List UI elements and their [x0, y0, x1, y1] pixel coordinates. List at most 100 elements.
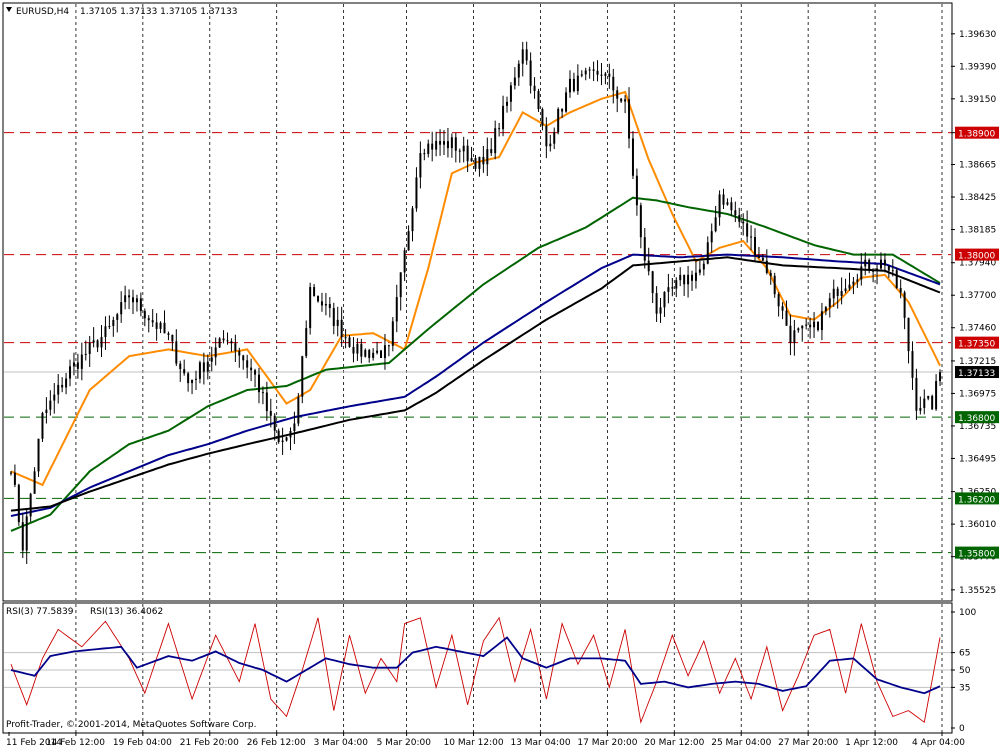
time-tick-label: 20 Mar 12:00: [644, 738, 704, 748]
candle-body: [820, 311, 823, 331]
candle-body: [935, 381, 938, 410]
candle-body: [549, 143, 552, 147]
candle-body: [179, 363, 182, 370]
candle-body: [72, 362, 75, 367]
time-tick-label: 5 Mar 20:00: [377, 738, 432, 748]
candle-body: [415, 177, 418, 209]
candle-body: [399, 272, 402, 298]
level-tag-label: 1.35800: [958, 550, 995, 560]
candle-body: [600, 74, 603, 76]
candle-body: [9, 472, 12, 474]
candle-body: [561, 108, 564, 112]
candle-body: [61, 384, 64, 388]
candle-body: [671, 287, 674, 289]
candle-body: [891, 270, 894, 272]
candle-body: [33, 471, 36, 494]
candle-body: [124, 295, 127, 303]
candle-body: [836, 288, 839, 296]
candle-body: [498, 128, 501, 130]
candle-body: [419, 153, 422, 178]
price-tick-label: 1.37700: [959, 291, 996, 301]
candle-body: [470, 158, 473, 162]
candle-body: [443, 141, 446, 145]
candle-body: [100, 337, 103, 348]
candle-body: [797, 328, 800, 331]
candle-body: [675, 280, 678, 289]
candle-body: [521, 49, 524, 64]
candle-body: [805, 324, 808, 326]
candle-body: [423, 153, 426, 155]
candle-body: [261, 392, 264, 394]
candle-body: [781, 306, 784, 311]
candle-body: [108, 326, 111, 328]
candle-body: [765, 260, 768, 273]
candle-body: [553, 132, 556, 144]
candle-body: [502, 105, 505, 130]
horizontal-levels: [4, 132, 951, 554]
candle-body: [659, 307, 662, 314]
candle-body: [431, 143, 434, 150]
candle-body: [37, 438, 40, 472]
candle-body: [191, 379, 194, 384]
rsi-label-slow: RSI(13) 36.4062: [90, 607, 163, 617]
candle-body: [348, 337, 351, 347]
candle-body: [439, 140, 442, 145]
moving-average-line: [10, 256, 941, 512]
candle-body: [305, 328, 308, 357]
candle-body: [482, 156, 485, 165]
candle-body: [454, 137, 457, 151]
candle-body: [450, 137, 453, 149]
candle-body: [572, 78, 575, 92]
candle-body: [80, 354, 83, 369]
candle-body: [683, 274, 686, 285]
dropdown-arrow-icon[interactable]: [6, 7, 12, 12]
time-tick-label: 10 Mar 12:00: [444, 738, 504, 748]
candle-body: [702, 263, 705, 270]
time-tick-label: 14 Feb 12:00: [46, 738, 105, 748]
candle-body: [49, 400, 52, 410]
rsi-panel: 100 65 50 35 0: [4, 608, 976, 734]
candle-body: [474, 158, 477, 169]
candle-body: [769, 272, 772, 276]
candle-body: [793, 330, 796, 343]
candle-body: [584, 70, 587, 75]
candle-body: [505, 101, 508, 106]
candle-body: [163, 322, 166, 334]
candle-body: [754, 236, 757, 256]
candle-body: [466, 145, 469, 162]
candle-body: [285, 437, 288, 441]
rsi-panel-border: [2, 602, 953, 734]
candle-body: [277, 430, 280, 443]
price-tick-label: 1.36735: [959, 422, 996, 432]
candle-body: [852, 281, 855, 285]
candle-body: [198, 362, 201, 379]
candle-body: [580, 74, 583, 76]
candle-body: [612, 76, 615, 91]
candle-body: [391, 321, 394, 346]
price-tick-label: 1.37460: [959, 324, 996, 334]
candle-body: [639, 205, 642, 238]
rsi-tick-label: 0: [959, 724, 965, 734]
candle-body: [718, 194, 721, 218]
candle-body: [478, 156, 481, 169]
candle-body: [872, 270, 875, 272]
candle-body: [340, 319, 343, 338]
candle-body: [435, 140, 438, 150]
candle-body: [868, 259, 871, 271]
candle-body: [214, 347, 217, 358]
time-tick-label: 11 Feb 2014: [6, 738, 62, 748]
candle-body: [29, 493, 32, 517]
candle-body: [183, 369, 186, 374]
ohlc-label: 1.37105 1.37133 1.37105 1.37133: [80, 7, 237, 17]
candle-body: [171, 334, 174, 342]
candle-body: [860, 266, 863, 280]
level-tag: [955, 248, 999, 261]
candle-body: [541, 109, 544, 126]
time-tick-label: 3 Mar 04:00: [314, 738, 369, 748]
candle-body: [53, 394, 56, 401]
candle-body: [899, 288, 902, 293]
candle-body: [254, 370, 257, 375]
candle-body: [628, 99, 631, 139]
candle-body: [529, 60, 532, 86]
